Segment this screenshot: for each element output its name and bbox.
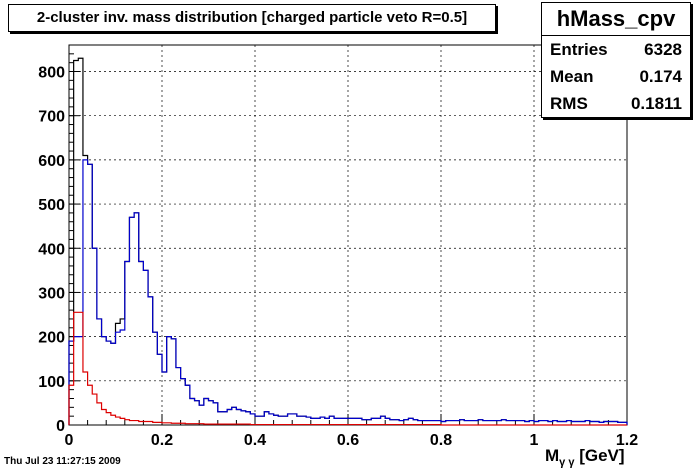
x-axis-label: Mγ γ [GeV] [545,446,625,468]
histogram-veto [68,159,628,425]
x-axis-label-unit: [GeV] [579,446,625,465]
stats-mean-label: Mean [550,67,594,86]
x-axis-label-subscript: γ γ [559,456,575,469]
stats-histogram-name: hMass_cpv [542,3,690,36]
chart-title: 2-cluster inv. mass distribution [charge… [8,4,496,32]
y-tick-label: 700 [38,109,65,126]
stats-row-mean: Mean 0.174 [542,63,690,90]
x-tick-label: 0.8 [430,432,452,449]
stats-rms-label: RMS [550,94,588,113]
x-tick-label: 0.6 [337,432,359,449]
stats-rms-value: 0.1811 [630,94,682,113]
x-tick-label: 0.4 [244,432,266,449]
stats-entries-value: 6328 [644,40,682,59]
stats-row-entries: Entries 6328 [542,36,690,63]
x-tick-label: 0.2 [151,432,173,449]
y-tick-label: 0 [56,418,65,435]
x-axis-label-main: M [545,446,560,465]
y-tick-label: 400 [38,241,65,258]
y-tick-label: 200 [38,330,65,347]
y-tick-label: 800 [38,65,65,82]
y-tick-label: 300 [38,285,65,302]
histogram-charged [68,311,627,426]
x-tick-label: 1.2 [616,432,638,449]
timestamp: Thu Jul 23 11:27:15 2009 [4,456,121,467]
y-tick-label: 500 [38,197,65,214]
stats-row-rms: RMS 0.1811 [542,90,690,117]
y-tick-label: 600 [38,153,65,170]
x-tick-label: 1 [530,432,539,449]
stats-box: hMass_cpv Entries 6328 Mean 0.174 RMS 0.… [541,2,691,118]
stats-mean-value: 0.174 [639,67,682,86]
stats-entries-label: Entries [550,40,608,59]
y-tick-label: 100 [38,374,65,391]
x-tick-label: 0 [65,432,74,449]
